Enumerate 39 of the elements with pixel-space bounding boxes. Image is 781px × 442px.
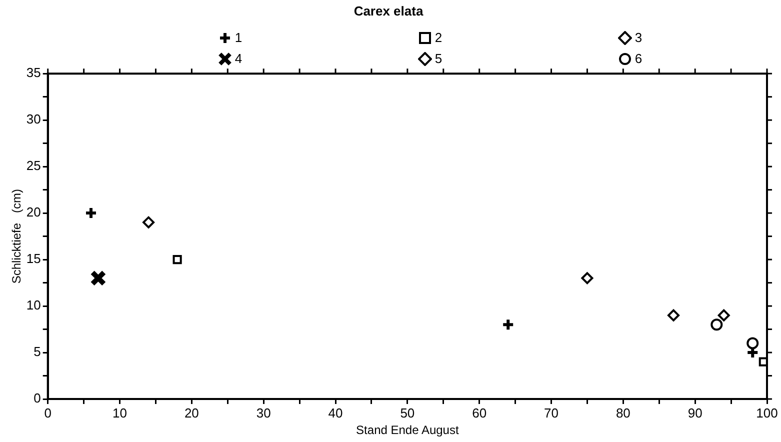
x-tick-label: 30: [256, 405, 271, 420]
point: [90, 270, 106, 286]
x-tick-label: 60: [472, 405, 487, 420]
x-tick-label: 80: [616, 405, 630, 420]
x-tick-label: 100: [756, 405, 778, 420]
x-tick-label: 20: [184, 405, 199, 420]
point: [746, 337, 759, 350]
y-tick-label: 0: [34, 390, 41, 406]
y-axis-title: Schlicktiefe (cm): [10, 188, 24, 284]
y-tick-label: 35: [26, 65, 41, 80]
x-tick-label: 40: [328, 405, 343, 420]
legend-label: 4: [234, 51, 242, 66]
x-tick-label: 70: [544, 405, 558, 420]
point: [172, 255, 182, 264]
chart-title: Carex elata: [354, 3, 424, 18]
point: [84, 206, 98, 220]
x-axis-title: Stand Ende August: [356, 423, 460, 438]
legend-label: 1: [234, 30, 242, 45]
point: [142, 216, 155, 228]
legend-label: 3: [634, 30, 642, 45]
y-tick-label: 30: [26, 112, 41, 127]
legend-label: 6: [634, 51, 642, 66]
point: [718, 309, 730, 322]
y-tick-label: 15: [26, 251, 41, 266]
x-tick-label: 0: [44, 405, 52, 420]
y-tick-label: 20: [26, 204, 41, 220]
y-tick-label: 5: [34, 344, 41, 360]
legend-label: 5: [434, 51, 442, 66]
y-tick-label: 10: [26, 298, 41, 313]
y-tick-label: 25: [26, 158, 41, 174]
point: [758, 357, 767, 366]
point: [710, 318, 723, 331]
point: [502, 318, 515, 332]
x-tick-label: 10: [112, 405, 128, 420]
legend-label: 2: [434, 30, 442, 45]
point: [581, 272, 594, 284]
x-tick-label: 90: [688, 405, 702, 420]
x-tick-label: 50: [400, 405, 415, 420]
point: [668, 309, 680, 322]
